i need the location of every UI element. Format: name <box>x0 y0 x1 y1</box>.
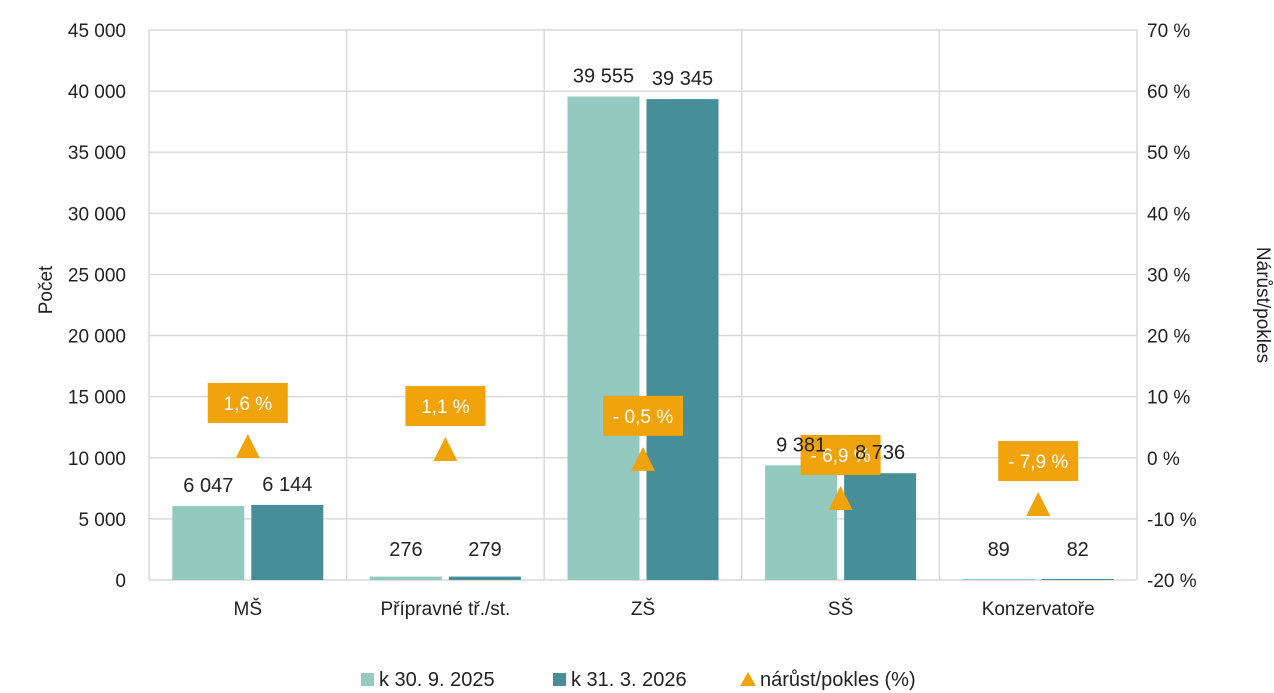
y-tick-label: 25 000 <box>68 265 126 286</box>
bar-value-label: 8 736 <box>855 442 905 464</box>
y2-tick-label: 40 % <box>1147 204 1190 225</box>
gridlines <box>148 29 1138 581</box>
bars <box>172 96 1114 581</box>
change-marker-triangle <box>235 434 260 458</box>
y2-tick-label: 30 % <box>1147 265 1190 286</box>
y-tick-label: 40 000 <box>68 82 126 103</box>
legend: k 30. 9. 2025 k 31. 3. 2026 nárůst/pokle… <box>361 669 916 691</box>
change-marker-triangle <box>433 437 458 462</box>
change-label-box <box>800 434 881 475</box>
y-tick-label: 20 000 <box>68 327 126 348</box>
bar-series-2 <box>844 473 917 580</box>
x-tick-label: ZŠ <box>631 598 655 620</box>
bar-series-2 <box>1041 578 1114 580</box>
y-tick-label: 15 000 <box>68 388 126 409</box>
bar-value-label: 279 <box>468 539 501 561</box>
bar-series-1 <box>962 578 1035 580</box>
data-labels: 6 047 6 144 276 279 39 555 39 345 9 381 8 736 89… <box>183 66 1089 561</box>
bar-value-label: 6 144 <box>262 474 312 496</box>
bar-value-label: 9 381 <box>776 434 826 456</box>
legend-label-change: nárůst/pokles (%) <box>760 669 916 691</box>
y2-tick-label: 20 % <box>1147 327 1190 348</box>
y2-tick-label: -10 % <box>1147 510 1197 531</box>
bar-series-2 <box>448 576 521 580</box>
bar-value-label: 6 047 <box>183 475 233 497</box>
change-label-box <box>405 386 486 427</box>
change-label: - 6,9 % <box>810 446 870 467</box>
bar-series-1 <box>369 576 442 580</box>
change-label-box <box>207 383 288 423</box>
y-tick-label: 5 000 <box>78 510 126 531</box>
bar-value-label: 89 <box>988 539 1010 561</box>
y2-tick-label: -20 % <box>1147 571 1197 592</box>
change-label: 1,1 % <box>421 397 470 418</box>
bar-series-1 <box>567 96 640 581</box>
change-markers: 1,6 % 1,1 % - 0,5 % - 6,9 % - 7,9 % <box>207 383 1079 517</box>
change-marker-triangle <box>631 446 655 471</box>
x-tick-label: Konzervatoře <box>982 599 1095 620</box>
x-tick-label: MŠ <box>234 598 263 620</box>
change-label-box <box>998 441 1079 482</box>
y-tick-label: 30 000 <box>68 204 126 225</box>
change-label: - 7,9 % <box>1008 452 1068 473</box>
y-tick-label: 10 000 <box>68 449 126 470</box>
y-axis-title: Počet <box>36 265 57 314</box>
x-tick-label: SŠ <box>828 598 853 620</box>
x-tick-label: Přípravné tř./st. <box>380 599 510 620</box>
legend-triangle-icon <box>740 672 756 686</box>
y2-tick-label: 0 % <box>1147 449 1180 470</box>
y2-tick-label: 60 % <box>1147 82 1190 103</box>
bar-value-label: 82 <box>1067 539 1089 561</box>
y2-tick-label: 50 % <box>1147 143 1190 164</box>
bar-value-label: 39 345 <box>652 68 713 90</box>
change-label: 1,6 % <box>224 394 273 415</box>
legend-label-series-1: k 30. 9. 2025 <box>379 669 495 691</box>
bar-series-2 <box>251 504 324 580</box>
legend-swatch-series-1 <box>361 673 374 686</box>
change-label: - 0,5 % <box>613 407 673 428</box>
change-label-box <box>603 395 683 436</box>
bar-value-label: 276 <box>389 539 422 561</box>
bar-series-2 <box>646 99 719 580</box>
legend-label-series-2: k 31. 3. 2026 <box>571 669 687 691</box>
bar-series-1 <box>172 506 245 580</box>
y2-tick-label: 10 % <box>1147 388 1190 409</box>
axes: 0 5 000 10 000 15 000 20 000 25 000 30 000 35 0… <box>68 21 1197 620</box>
y2-tick-label: 70 % <box>1147 21 1190 42</box>
legend-swatch-series-2 <box>553 673 566 686</box>
y-tick-label: 0 <box>115 571 126 592</box>
bar-value-label: 39 555 <box>573 66 634 88</box>
y2-axis-title: Nárůst/pokles <box>1252 247 1273 363</box>
y-tick-label: 35 000 <box>68 143 126 164</box>
change-marker-triangle <box>1026 492 1051 517</box>
y-tick-label: 45 000 <box>68 21 126 42</box>
change-marker-triangle <box>828 485 853 510</box>
bar-series-1 <box>765 465 838 580</box>
